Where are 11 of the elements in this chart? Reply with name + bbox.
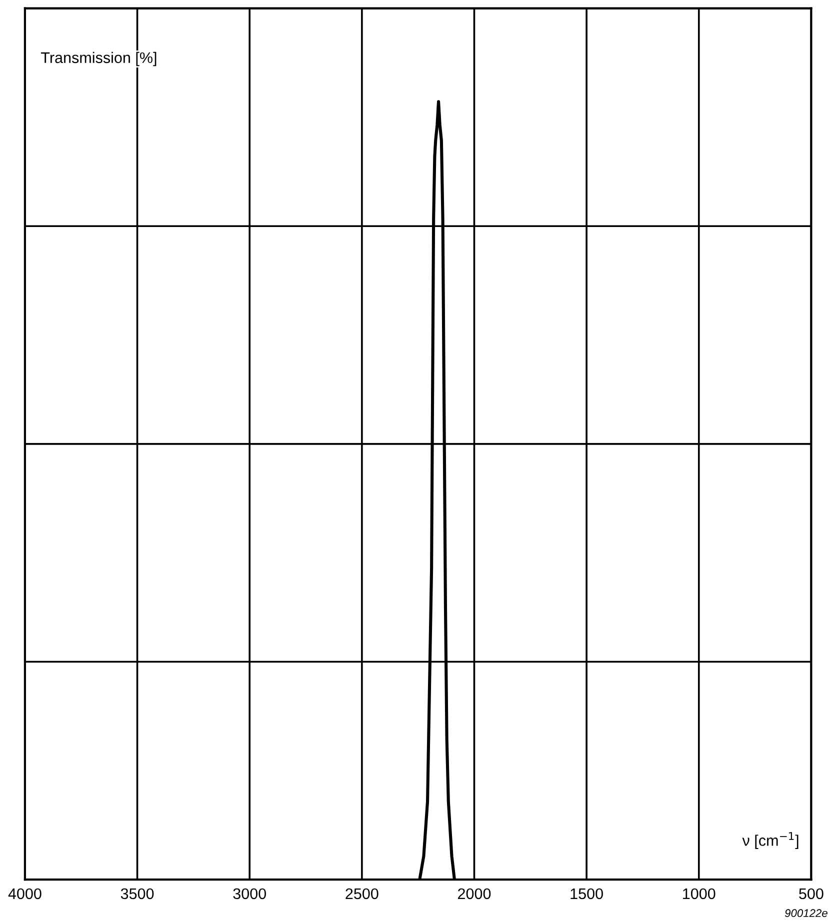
text: 900122e — [784, 909, 828, 918]
x-tick-label: 500 — [799, 888, 824, 900]
x-tick-label: 2500 — [346, 888, 378, 900]
y-axis-title: Transmission [%] — [41, 52, 156, 66]
x-tick-label: 3000 — [233, 888, 266, 900]
x-tick-label: 4000 — [8, 888, 42, 900]
x-tick-label: 2000 — [458, 888, 491, 900]
x-tick-label: 3500 — [120, 888, 154, 900]
x-axis-title: ν [cm$^{−1}$] — [742, 832, 798, 849]
x-tick-label: 1500 — [570, 888, 603, 900]
x-tick-label: 1000 — [683, 888, 716, 900]
